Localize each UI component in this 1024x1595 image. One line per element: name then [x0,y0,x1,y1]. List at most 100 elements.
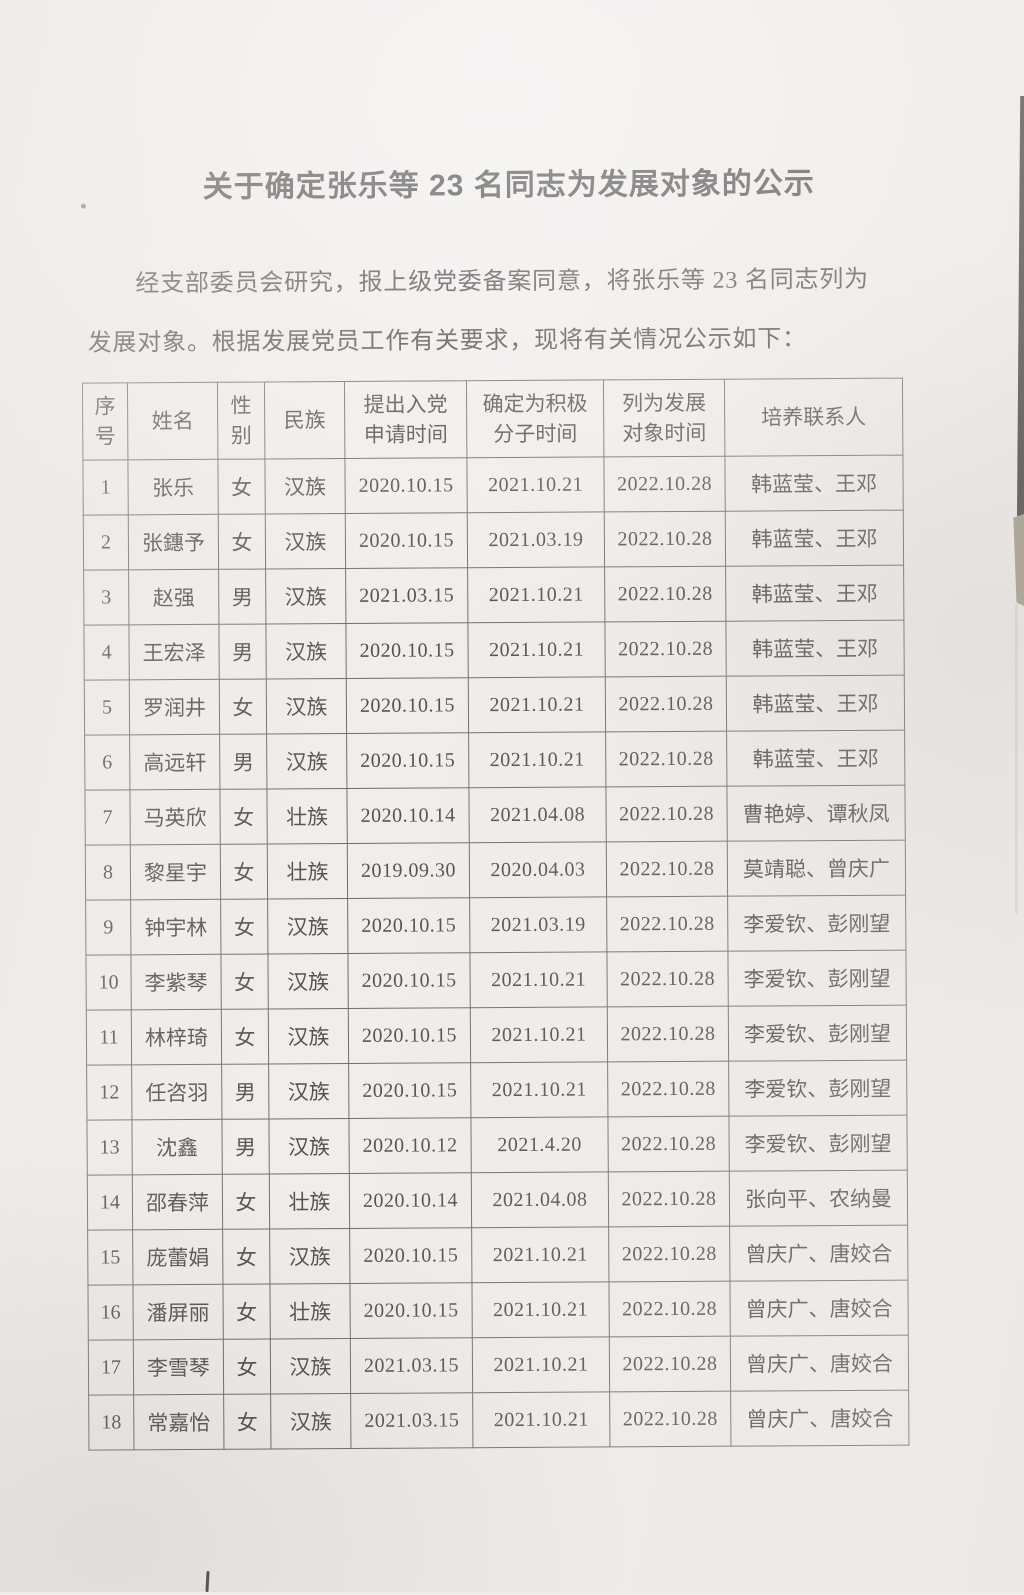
table-cell-xingming: 黎星宇 [130,844,221,900]
table-cell-xuhao: 9 [85,899,131,956]
table-cell-xuhao: 17 [88,1339,134,1396]
table-cell-shenqing-shijian: 2020.10.15 [345,512,468,569]
table-cell-shenqing-shijian: 2021.03.15 [350,1392,473,1449]
table-cell-jiji-fenzi-shijian: 2021.10.21 [468,676,606,733]
table-cell-xuhao: 5 [84,679,130,736]
table-cell-xuhao: 2 [83,514,129,571]
table-cell-shenqing-shijian: 2020.10.15 [349,1282,473,1339]
table-cell-peiyang-lianxiren: 张向平、农纳曼 [729,1170,908,1227]
table-cell-xuhao: 15 [87,1229,133,1286]
table-cell-xingming: 常嘉怡 [133,1394,224,1450]
table-cell-peiyang-lianxiren: 韩蓝莹、王邓 [726,675,905,732]
table-cell-jiji-fenzi-shijian: 2021.03.19 [467,511,605,568]
table-cell-peiyang-lianxiren: 李爱钦、彭刚望 [728,1005,907,1062]
table-row: 11 林梓琦女汉族 2020.10.15 2021.10.21 2022.10.28 李爱… [86,1005,907,1066]
table-cell-peiyang-lianxiren: 李爱钦、彭刚望 [727,895,906,952]
table-cell-peiyang-lianxiren: 曾庆广、唐姣合 [730,1335,909,1392]
table-cell-fazhan-duixiang-shijian: 2022.10.28 [604,566,726,622]
table-cell-xuhao: 3 [83,569,129,626]
table-row: 13 沈鑫男汉族 2020.10.12 2021.4.20 2022.10.28 李爱钦、… [86,1115,908,1176]
table-cell-xingbie: 男 [218,569,266,625]
table-cell-jiji-fenzi-shijian: 2021.10.21 [470,1061,608,1118]
table-row: 7 马英欣女壮族 2020.10.14 2021.04.08 2022.10.28 曹艳婷… [84,785,906,846]
table-cell-xuhao: 10 [85,954,132,1011]
table-cell-shenqing-shijian: 2021.03.15 [345,567,468,624]
notice-paragraph-line-2: 发展对象。根据发展党员工作有关要求，现将有关情况公示如下： [87,326,807,357]
table-cell-xingming: 罗润井 [129,679,220,735]
table-cell-xingbie: 女 [219,788,268,845]
table-cell-minzu: 汉族 [269,1228,350,1284]
table-cell-shenqing-shijian: 2020.10.15 [347,952,471,1009]
table-cell-shenqing-shijian: 2020.10.14 [349,1172,472,1229]
table-cell-peiyang-lianxiren: 曾庆广、唐姣合 [730,1390,909,1447]
table-cell-jiji-fenzi-shijian: 2021.10.21 [470,1006,608,1063]
table-cell-xuhao: 12 [86,1064,132,1121]
table-cell-minzu: 汉族 [265,623,347,680]
table-cell-xingbie: 女 [222,1173,270,1230]
table-cell-xuhao: 7 [84,789,131,846]
table-cell-jiji-fenzi-shijian: 2021.10.21 [469,951,608,1008]
table-row: 10 李紫琴女汉族 2020.10.15 2021.10.21 2022.10.28 李爱… [85,950,907,1011]
table-cell-shenqing-shijian: 2020.10.15 [346,677,469,734]
table-cell-peiyang-lianxiren: 莫靖聪、曾庆广 [727,840,906,897]
table-cell-fazhan-duixiang-shijian: 2022.10.28 [606,841,728,897]
table-cell-xingbie: 男 [221,1063,269,1120]
table-cell-xingbie: 女 [223,1338,271,1395]
table-cell-xingming: 邵春萍 [132,1174,223,1230]
table-cell-shenqing-shijian: 2021.03.15 [350,1337,473,1394]
table-cell-fazhan-duixiang-shijian: 2022.10.28 [607,1061,729,1117]
column-header-xuhao: 序号 [82,382,128,461]
table-cell-minzu: 汉族 [266,678,347,734]
table-cell-xingbie: 女 [218,514,266,570]
table-cell-jiji-fenzi-shijian: 2021.04.08 [468,786,607,843]
table-cell-xingming: 李紫琴 [130,954,222,1010]
table-cell-jiji-fenzi-shijian: 2021.03.19 [469,896,607,953]
table-cell-minzu: 壮族 [269,1283,351,1339]
table-cell-fazhan-duixiang-shijian: 2022.10.28 [609,1391,731,1447]
table-cell-xuhao: 1 [82,459,129,516]
table-cell-peiyang-lianxiren: 曾庆广、唐姣合 [729,1280,909,1337]
table-row: 4 王宏泽男汉族 2020.10.15 2021.10.21 2022.10.28 韩蓝莹… [83,620,905,681]
table-cell-jiji-fenzi-shijian: 2021.10.21 [468,731,606,788]
column-header-shenqing-shijian: 提出入党 申请时间 [344,380,467,459]
table-cell-xingming: 张鏸予 [128,514,219,570]
table-row: 2 张鏸予女汉族 2020.10.15 2021.03.19 2022.10.28 韩蓝莹… [83,510,904,571]
table-cell-xingming: 沈鑫 [131,1119,223,1175]
table-cell-peiyang-lianxiren: 李爱钦、彭刚望 [728,1115,908,1172]
table-cell-minzu: 汉族 [270,1393,351,1449]
table-cell-minzu: 汉族 [268,1063,349,1119]
table-cell-jiji-fenzi-shijian: 2021.4.20 [470,1116,609,1173]
column-header-minzu: 民族 [264,381,345,460]
table-row: 5 罗润井女汉族 2020.10.15 2021.10.21 2022.10.28 韩蓝莹… [84,675,905,736]
table-cell-xingbie: 女 [222,1283,271,1340]
table-cell-shenqing-shijian: 2020.10.15 [348,1062,471,1119]
table-cell-xingbie: 女 [219,679,267,735]
table-cell-jiji-fenzi-shijian: 2021.04.08 [471,1171,609,1228]
table-cell-shenqing-shijian: 2020.10.15 [345,622,469,679]
table-cell-jiji-fenzi-shijian: 2021.10.21 [471,1281,610,1338]
table-cell-minzu: 汉族 [266,733,347,789]
table-cell-fazhan-duixiang-shijian: 2022.10.28 [607,1006,729,1062]
table-cell-xuhao: 8 [85,844,131,901]
table-cell-xingming: 赵强 [128,569,219,625]
table-row: 6 高远轩男汉族 2020.10.15 2021.10.21 2022.10.28 韩蓝莹… [84,730,905,791]
table-cell-fazhan-duixiang-shijian: 2022.10.28 [609,1336,731,1392]
table-cell-xingbie: 女 [221,1008,269,1065]
table-cell-fazhan-duixiang-shijian: 2022.10.28 [606,951,729,1007]
table-cell-xuhao: 4 [83,624,130,681]
table-cell-xingbie: 女 [220,843,268,900]
table-cell-minzu: 汉族 [267,953,349,1009]
table-cell-shenqing-shijian: 2020.10.12 [348,1117,472,1174]
table-cell-shenqing-shijian: 2020.10.15 [344,457,468,514]
notice-paragraph-line-1: 经支部委员会研究，报上级党委备案同意，将张乐等 23 名同志列为 [135,266,870,298]
table-row: 9 钟宇林女汉族 2020.10.15 2021.03.19 2022.10.28 李爱钦… [85,895,906,956]
table-cell-peiyang-lianxiren: 李爱钦、彭刚望 [728,1060,907,1117]
table-cell-xingming: 庞蕾娟 [132,1229,223,1285]
table-cell-minzu: 壮族 [269,1173,350,1229]
column-header-peiyang-lianxiren: 培养联系人 [724,378,903,457]
table-header-row: 序号姓名性别民族 提出入党 申请时间 确定为积极 分子时间 列为发展 对象时间 培养联系人 [82,378,903,461]
table-row: 18 常嘉怡女汉族 2021.03.15 2021.10.21 2022.10.28 曾庆… [88,1390,909,1451]
table-cell-xingming: 张乐 [127,459,219,515]
